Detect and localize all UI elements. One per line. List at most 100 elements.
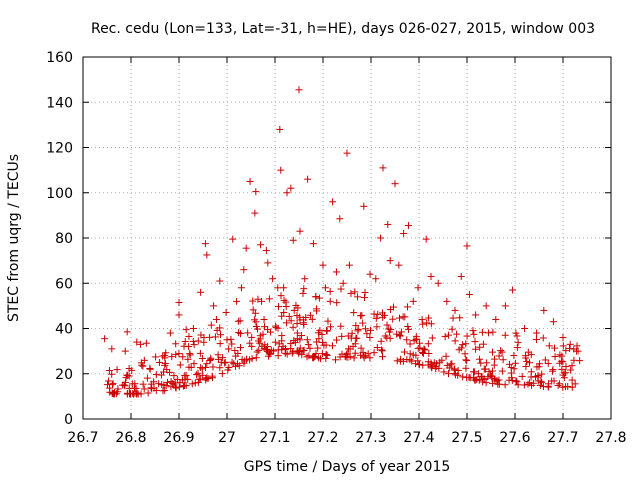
data-point [568,383,576,391]
data-point [237,330,245,338]
data-point [432,365,440,373]
x-tick-label: 27.5 [451,430,482,446]
data-point [283,350,291,358]
data-point [522,354,530,362]
data-point [391,180,399,188]
data-point [256,332,264,340]
data-point [265,295,273,303]
data-point [406,356,414,364]
data-point [420,345,428,353]
data-point [293,311,301,319]
x-tick-label: 26.8 [115,430,146,446]
data-point [477,373,485,381]
data-point [505,360,513,368]
data-point [190,360,198,368]
axis-ticks: 26.7 26.8 26.9 27 27.1 27.2 27.3 27.4 27.5 27.6 27… [46,50,626,446]
data-point [343,149,351,157]
data-point [338,332,346,340]
data-point [269,275,277,283]
data-point [198,354,206,362]
data-point [351,349,359,357]
data-point [396,331,404,339]
data-point [327,323,335,331]
data-point [442,352,450,360]
data-point [572,347,580,355]
data-point [404,325,412,333]
data-point [246,177,254,185]
data-point [274,324,282,332]
data-point [308,315,316,323]
data-point [147,384,155,392]
data-point [451,306,459,314]
data-point [204,374,212,382]
data-point [235,329,243,337]
data-point [447,360,455,368]
data-point [462,340,470,348]
data-point [182,326,190,334]
data-point [276,125,284,133]
data-point [538,370,546,378]
data-point [466,374,474,382]
data-point [489,328,497,336]
data-point [181,338,189,346]
grid-lines [83,57,611,419]
data-point [329,342,337,350]
data-point [171,379,179,387]
data-point [556,351,564,359]
data-point [400,229,408,237]
data-point [300,320,308,328]
data-point [274,284,282,292]
data-point [193,371,201,379]
data-point [172,384,180,392]
data-point [142,339,150,347]
data-point [144,389,152,397]
data-point [137,340,145,348]
data-point [172,351,180,359]
data-point [337,322,345,330]
data-point [544,360,552,368]
data-point [234,317,242,325]
data-point [428,361,436,369]
data-point [361,294,369,302]
data-point [146,365,154,373]
data-point [450,366,458,374]
data-point [524,380,532,388]
data-point [559,358,567,366]
data-point [323,327,331,335]
data-point [514,381,522,389]
data-point [321,284,329,292]
data-point [539,334,547,342]
data-point [229,235,237,243]
data-point [199,371,207,379]
data-point [483,359,491,367]
data-point [488,372,496,380]
data-point [409,297,417,305]
data-point [132,390,140,398]
data-point [497,347,505,355]
data-point [298,351,306,359]
data-point [176,361,184,369]
data-point [289,236,297,244]
data-point [412,351,420,359]
data-point [313,307,321,315]
data-point [386,306,394,314]
data-point [110,389,118,397]
data-point [349,343,357,351]
data-point [236,317,244,325]
data-point [283,189,291,197]
x-axis-label: GPS time / Days of year 2015 [244,459,451,475]
data-point [228,358,236,366]
x-tick-label: 27.4 [403,430,434,446]
data-point [163,378,171,386]
data-point [363,330,371,338]
data-point [364,350,372,358]
data-point [479,378,487,386]
data-point [108,345,116,353]
data-point [232,362,240,370]
data-point [143,374,151,382]
data-point [434,279,442,287]
data-point [306,311,314,319]
data-point [554,382,562,390]
data-point [274,352,282,360]
y-tick-label: 0 [64,412,73,428]
